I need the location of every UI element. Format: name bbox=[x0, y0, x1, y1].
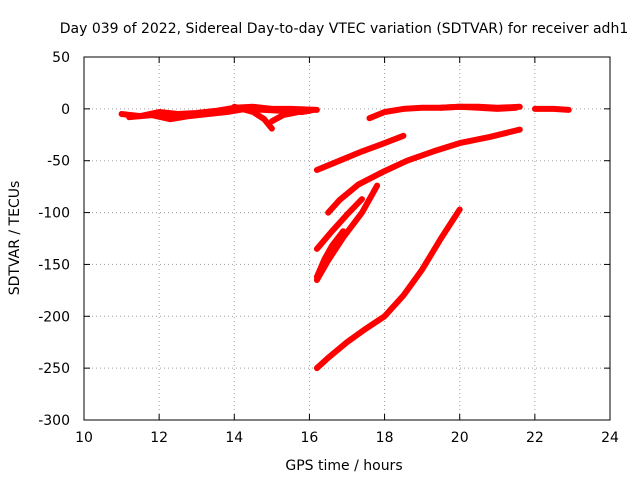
series-line-s8 bbox=[313, 132, 407, 173]
series-line-s10 bbox=[313, 196, 365, 252]
x-tick-label: 20 bbox=[451, 430, 469, 446]
x-tick-label: 24 bbox=[601, 430, 619, 446]
y-tick-label: -50 bbox=[47, 154, 70, 170]
series-line-s6 bbox=[437, 103, 523, 111]
y-axis-label: SDTVAR / TECUs bbox=[7, 181, 23, 296]
series-line-s3 bbox=[231, 103, 275, 132]
series-line-s11 bbox=[313, 182, 381, 283]
x-tick-label: 22 bbox=[526, 430, 544, 446]
x-tick-label: 18 bbox=[376, 430, 394, 446]
x-axis-label: GPS time / hours bbox=[285, 458, 402, 474]
plot-frame bbox=[83, 56, 611, 421]
x-tick-label: 12 bbox=[150, 430, 168, 446]
series-line-s13 bbox=[313, 206, 463, 372]
y-tick-label: -100 bbox=[38, 206, 70, 222]
x-tick-label: 14 bbox=[225, 430, 243, 446]
y-tick-label: -150 bbox=[38, 257, 70, 273]
series-line-s4 bbox=[268, 107, 313, 125]
tick-layer: 10 12 14 16 18 20 22 24 -300 -250 -200 -150 -100 -50 0… bbox=[38, 50, 619, 446]
y-tick-label: -250 bbox=[38, 361, 70, 377]
x-tick-label: 10 bbox=[75, 430, 93, 446]
y-tick-label: -300 bbox=[38, 413, 70, 429]
y-tick-label: 50 bbox=[52, 50, 70, 66]
chart-title: Day 039 of 2022, Sidereal Day-to-day VTE… bbox=[60, 21, 628, 37]
y-tick-label: -200 bbox=[38, 309, 70, 325]
series-layer bbox=[118, 103, 572, 372]
series-line-s7 bbox=[531, 105, 572, 113]
x-tick-label: 16 bbox=[301, 430, 319, 446]
series-line-s9 bbox=[325, 126, 523, 216]
series-line-s12 bbox=[313, 228, 347, 280]
y-tick-label: 0 bbox=[61, 102, 70, 118]
